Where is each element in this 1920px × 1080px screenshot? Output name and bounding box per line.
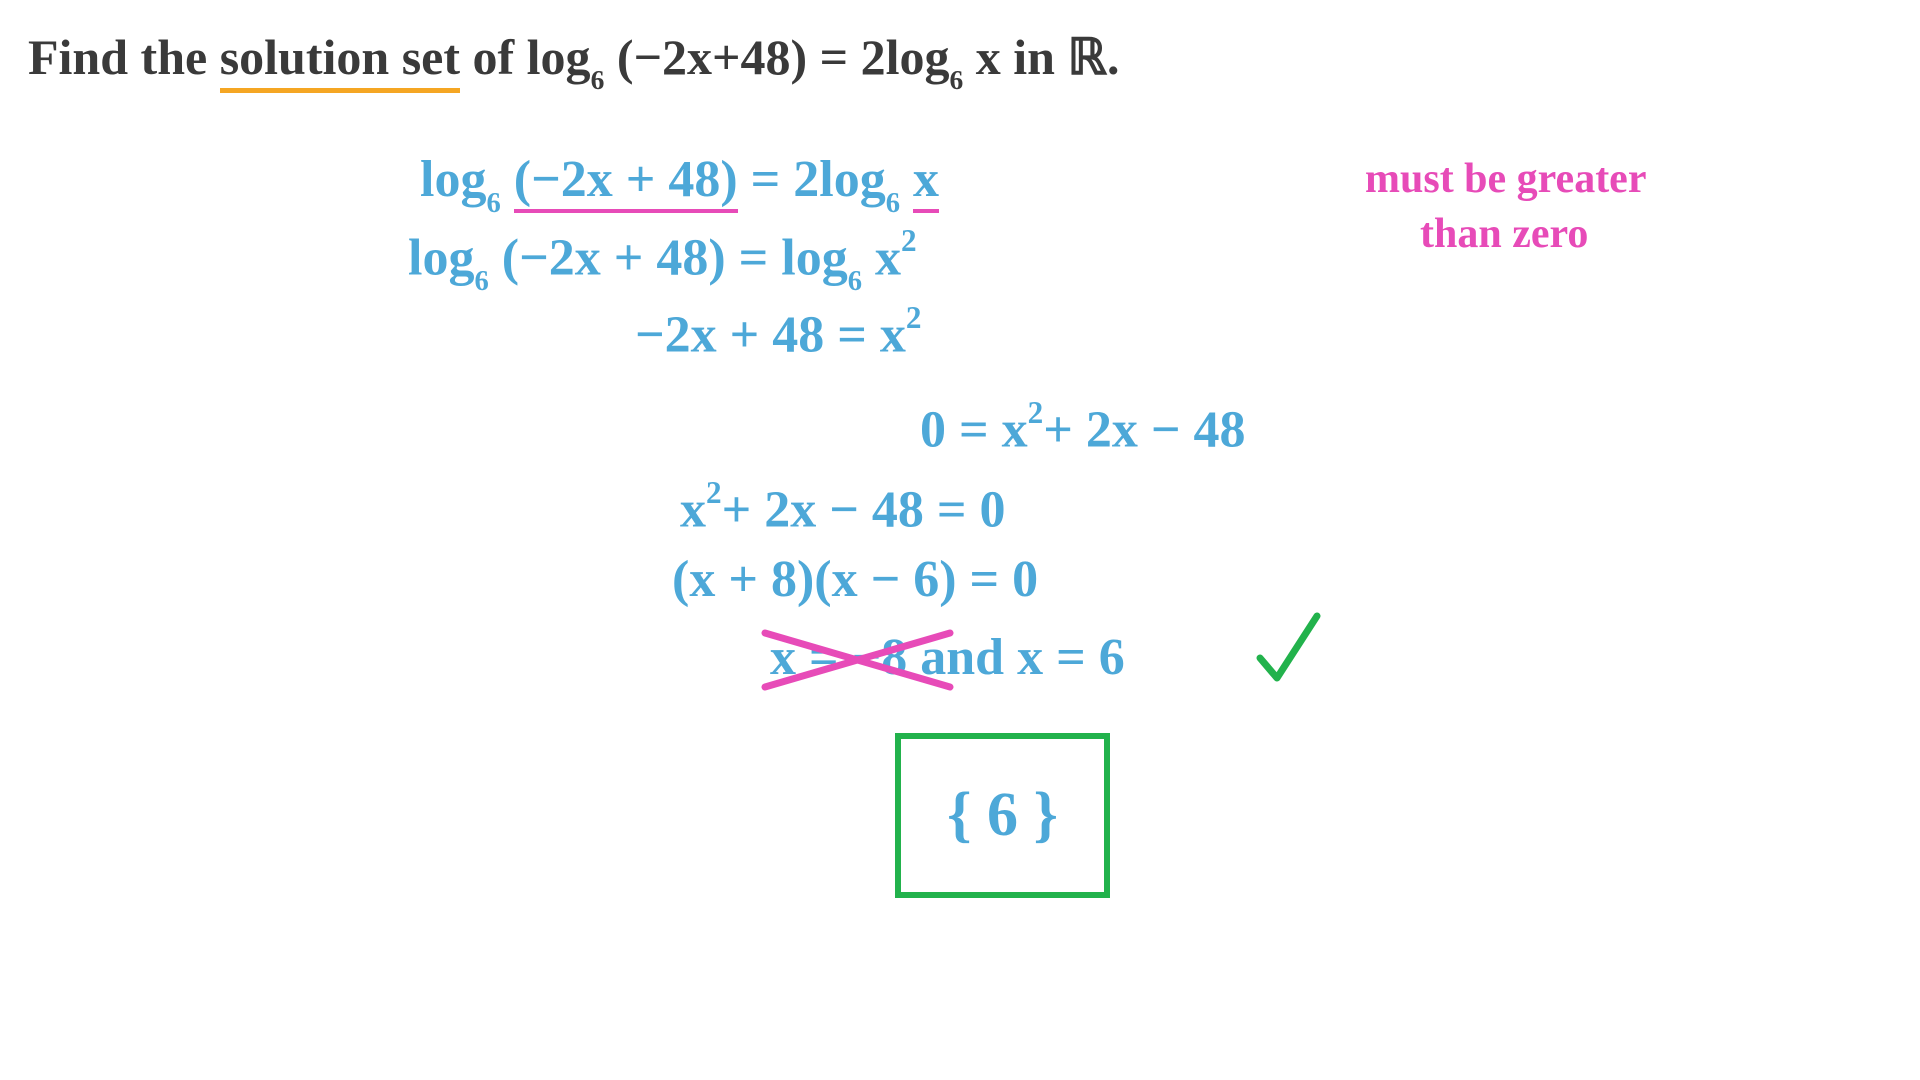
problem-middle: of log <box>460 29 591 85</box>
answer-box: { 6 } <box>895 733 1110 898</box>
work-step4: 0 = x2+ 2x − 48 <box>920 400 1246 459</box>
constraint-note-line2: than zero <box>1420 210 1588 258</box>
work-step5: x2+ 2x − 48 = 0 <box>680 480 1006 539</box>
answer-text: { 6 } <box>947 780 1058 851</box>
s1-sub2: 6 <box>886 188 900 219</box>
work-step1: log6 (−2x + 48) = 2log6 x <box>420 150 939 215</box>
s4-lhs: 0 = x <box>920 401 1028 458</box>
constraint-note-line1: must be greater <box>1365 155 1646 203</box>
s1-p3: = 2log <box>738 151 886 208</box>
s2-p1: log <box>408 229 474 286</box>
s7-accepted: x = 6 <box>1017 629 1125 686</box>
s3-sup: 2 <box>906 300 922 335</box>
problem-base2: 6 <box>949 64 963 95</box>
s2-sup: 2 <box>901 223 917 258</box>
problem-prefix: Find the <box>28 29 220 85</box>
problem-underlined: solution set <box>220 28 460 93</box>
s1-sub1: 6 <box>486 188 500 219</box>
work-step6: (x + 8)(x − 6) = 0 <box>672 550 1038 609</box>
accept-check-icon <box>1255 610 1325 688</box>
s2-sub2: 6 <box>848 266 862 297</box>
problem-base1: 6 <box>591 64 605 95</box>
work-step3: −2x + 48 = x2 <box>635 305 922 364</box>
problem-tail: x in ℝ. <box>963 29 1119 85</box>
s1-underlined-arg: (−2x + 48) <box>514 150 738 213</box>
work-step2: log6 (−2x + 48) = log6 x2 <box>408 228 917 294</box>
s2-p3: x <box>862 229 901 286</box>
problem-statement: Find the solution set of log6 (−2x+48) =… <box>28 28 1120 93</box>
s5-p2: + 2x − 48 = 0 <box>722 481 1006 538</box>
s2-sub1: 6 <box>474 266 488 297</box>
work-step7: x = −8 and x = 6 <box>770 628 1125 687</box>
s1-underlined-x: x <box>913 150 939 213</box>
s5-sup: 2 <box>706 475 722 510</box>
s1-p1: log <box>420 151 486 208</box>
s1-p2 <box>501 151 514 208</box>
s3-text: −2x + 48 = x <box>635 306 906 363</box>
s1-p4 <box>900 151 913 208</box>
s7-mid: and <box>907 629 1017 686</box>
problem-arg1: (−2x+48) = 2log <box>604 29 949 85</box>
s4-sup: 2 <box>1028 395 1044 430</box>
s2-p2: (−2x + 48) = log <box>489 229 848 286</box>
s7-rejected: x = −8 <box>770 629 907 686</box>
s4-rhs: + 2x − 48 <box>1043 401 1245 458</box>
s5-p1: x <box>680 481 706 538</box>
